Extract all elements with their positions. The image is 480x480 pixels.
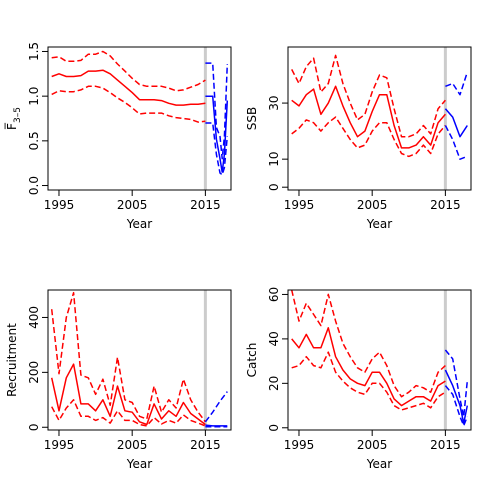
plot-frame xyxy=(287,46,472,191)
projection-estimate-line xyxy=(205,95,229,173)
projection-lower-bound-line xyxy=(444,385,468,427)
projection-upper-bound-line xyxy=(205,62,229,160)
projection-upper-bound-line xyxy=(204,391,228,423)
x-tick-label: 2015 xyxy=(190,438,221,452)
x-tick-label: 1995 xyxy=(284,438,315,452)
x-axis-label: Year xyxy=(126,217,152,231)
panel-ssb: 1995 2005 2015 0 10 30 Year SSB xyxy=(245,46,472,231)
historical-lower-bound-line xyxy=(51,399,206,427)
historical-upper-bound-line xyxy=(291,54,446,138)
y-tick-label: 10 xyxy=(267,152,281,167)
projection-upper-bound-line xyxy=(445,71,469,96)
y-tick-label: 400 xyxy=(27,306,41,329)
projection-lower-bound-line xyxy=(205,122,229,176)
y-tick-label: 0 xyxy=(27,423,41,431)
y-tick-label: 0 xyxy=(267,183,281,191)
x-tick-label: 2005 xyxy=(357,198,388,212)
x-axis-label: Year xyxy=(366,217,392,231)
plot-frame xyxy=(47,289,232,431)
x-tick-label: 2005 xyxy=(117,198,148,212)
historical-lower-bound-line xyxy=(51,85,206,123)
x-axis-label: Year xyxy=(366,457,392,471)
y-tick-label: 60 xyxy=(267,287,281,302)
x-tick-label: 2015 xyxy=(430,198,461,212)
y-axis-label-main: Catch xyxy=(245,343,259,378)
plot-frame xyxy=(287,289,472,431)
projection-estimate-line xyxy=(444,369,469,425)
y-tick-label: 1.5 xyxy=(27,42,41,61)
y-tick-label: 200 xyxy=(27,361,41,384)
y-tick-label: 0.0 xyxy=(27,176,41,195)
y-axis-label: Recruitment xyxy=(5,323,19,397)
y-axis-label: Catch xyxy=(245,343,259,378)
x-tick-label: 1995 xyxy=(44,438,75,452)
x-tick-label: 2005 xyxy=(357,438,388,452)
x-tick-label: 2015 xyxy=(430,438,461,452)
y-axis-label-subscript: 3–5 xyxy=(13,107,23,123)
y-axis-label: SSB xyxy=(245,107,259,130)
x-tick-label: 2005 xyxy=(117,438,148,452)
y-tick-label: 0 xyxy=(267,424,281,432)
y-axis-label-main: SSB xyxy=(245,107,259,130)
projection-estimate-line xyxy=(205,424,228,427)
historical-upper-bound-line xyxy=(50,291,206,423)
projection-lower-bound-line xyxy=(444,125,468,160)
historical-lower-bound-line xyxy=(291,351,446,411)
historical-upper-bound-line xyxy=(290,289,446,398)
y-axis-label-main: F̅ xyxy=(4,122,19,130)
y-tick-label: 20 xyxy=(267,376,281,391)
x-tick-label: 1995 xyxy=(284,198,315,212)
plot-frame xyxy=(47,46,232,191)
y-axis-label: F̅3–5 xyxy=(4,107,23,130)
projection-upper-bound-line xyxy=(444,349,469,418)
panel-recruitment: 1995 2005 2015 0 200 400 Year Recruitment xyxy=(5,289,232,471)
y-tick-label: 1.0 xyxy=(27,87,41,106)
x-tick-label: 2015 xyxy=(190,198,221,212)
historical-estimate-line xyxy=(50,363,206,426)
projection-estimate-line xyxy=(444,108,468,138)
historical-upper-bound-line xyxy=(51,50,206,92)
y-axis-label-main: Recruitment xyxy=(5,323,19,397)
historical-estimate-line xyxy=(291,85,446,149)
historical-estimate-line xyxy=(291,327,446,407)
panel-catch: 1995 2005 2015 0 20 40 60 Year Catch xyxy=(245,287,472,471)
panel-fbar: 1995 2005 2015 0.0 0.5 1.0 1.5 Year F̅3–5 xyxy=(4,42,232,231)
y-tick-label: 0.5 xyxy=(27,131,41,150)
y-tick-label: 30 xyxy=(267,95,281,110)
y-tick-label: 40 xyxy=(267,331,281,346)
historical-lower-bound-line xyxy=(291,116,446,158)
historical-estimate-line xyxy=(51,69,206,106)
x-tick-label: 1995 xyxy=(44,198,75,212)
x-axis-label: Year xyxy=(126,457,152,471)
